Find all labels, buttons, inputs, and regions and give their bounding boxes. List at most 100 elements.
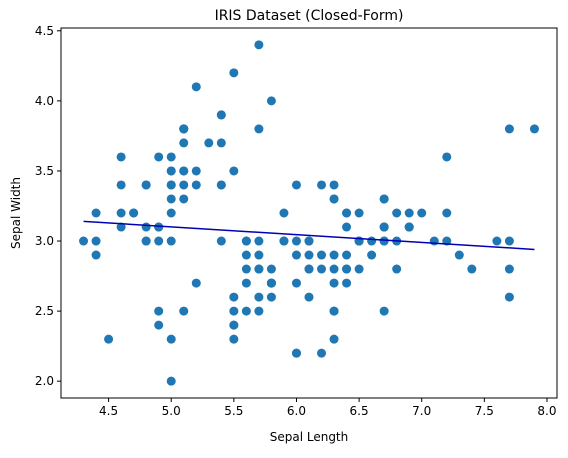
data-point <box>166 152 176 162</box>
data-point <box>442 152 452 162</box>
data-point <box>342 278 352 288</box>
data-point <box>254 264 264 274</box>
x-tick-label: 4.5 <box>99 404 118 418</box>
data-point <box>216 236 226 246</box>
data-point <box>241 250 251 260</box>
x-tick-label: 7.0 <box>412 404 431 418</box>
data-point <box>191 82 201 92</box>
data-point <box>279 236 289 246</box>
data-point <box>504 292 514 302</box>
data-point <box>216 180 226 190</box>
y-tick-label: 4.0 <box>35 94 54 108</box>
data-point <box>429 236 439 246</box>
x-tick-label: 5.0 <box>162 404 181 418</box>
data-point <box>342 250 352 260</box>
data-point <box>241 236 251 246</box>
data-point <box>442 208 452 218</box>
data-point <box>116 152 126 162</box>
y-tick-label: 2.0 <box>35 374 54 388</box>
data-point <box>191 180 201 190</box>
data-point <box>291 348 301 358</box>
data-point <box>254 292 264 302</box>
data-point <box>304 236 314 246</box>
data-point <box>154 306 164 316</box>
data-point <box>266 96 276 106</box>
data-point <box>317 250 327 260</box>
data-point <box>129 208 139 218</box>
data-point <box>191 166 201 176</box>
data-point <box>241 264 251 274</box>
data-point <box>91 208 101 218</box>
data-point <box>379 236 389 246</box>
chart-title: IRIS Dataset (Closed-Form) <box>215 8 404 24</box>
data-point <box>229 306 239 316</box>
data-point <box>254 40 264 50</box>
data-point <box>454 250 464 260</box>
data-point <box>317 348 327 358</box>
x-tick-label: 5.5 <box>224 404 243 418</box>
y-axis-ticks: 2.0 2.5 3.0 3.5 4.0 4.5 <box>35 24 61 388</box>
data-point <box>79 236 89 246</box>
data-point <box>404 222 414 232</box>
data-point <box>504 236 514 246</box>
x-tick-label: 6.5 <box>350 404 369 418</box>
data-point <box>179 166 189 176</box>
data-point <box>504 124 514 134</box>
data-point <box>191 278 201 288</box>
data-point <box>329 278 339 288</box>
data-point <box>154 222 164 232</box>
data-point <box>304 292 314 302</box>
data-point <box>279 208 289 218</box>
data-point <box>329 334 339 344</box>
data-point <box>404 208 414 218</box>
data-point <box>116 208 126 218</box>
data-point <box>379 194 389 204</box>
data-point <box>141 222 151 232</box>
data-point <box>304 264 314 274</box>
data-point <box>317 180 327 190</box>
data-point <box>229 166 239 176</box>
x-tick-label: 6.0 <box>287 404 306 418</box>
data-point <box>354 208 364 218</box>
data-point <box>254 250 264 260</box>
data-point <box>179 180 189 190</box>
data-point <box>116 180 126 190</box>
data-point <box>204 138 214 148</box>
data-point <box>241 278 251 288</box>
data-point <box>179 194 189 204</box>
y-axis-label: Sepal Width <box>9 177 23 249</box>
data-point <box>529 124 539 134</box>
data-point <box>354 264 364 274</box>
data-point <box>179 124 189 134</box>
data-point <box>166 194 176 204</box>
data-point <box>291 180 301 190</box>
data-point <box>216 110 226 120</box>
x-tick-label: 8.0 <box>537 404 556 418</box>
data-point <box>266 292 276 302</box>
data-point <box>379 222 389 232</box>
data-point <box>229 320 239 330</box>
data-point <box>254 236 264 246</box>
data-point <box>317 264 327 274</box>
data-point <box>166 236 176 246</box>
data-point <box>166 334 176 344</box>
data-point <box>104 334 114 344</box>
data-point <box>504 264 514 274</box>
data-point <box>329 306 339 316</box>
data-point <box>291 236 301 246</box>
data-point <box>166 166 176 176</box>
data-point <box>392 208 402 218</box>
data-point <box>254 124 264 134</box>
data-point <box>154 236 164 246</box>
data-point <box>467 264 477 274</box>
data-point <box>229 292 239 302</box>
data-point <box>179 138 189 148</box>
x-axis-ticks: 4.5 5.0 5.5 6.0 6.5 7.0 7.5 8.0 <box>99 398 557 418</box>
data-point <box>166 208 176 218</box>
y-tick-label: 3.5 <box>35 164 54 178</box>
data-point <box>166 376 176 386</box>
data-point <box>291 278 301 288</box>
data-point <box>229 68 239 78</box>
